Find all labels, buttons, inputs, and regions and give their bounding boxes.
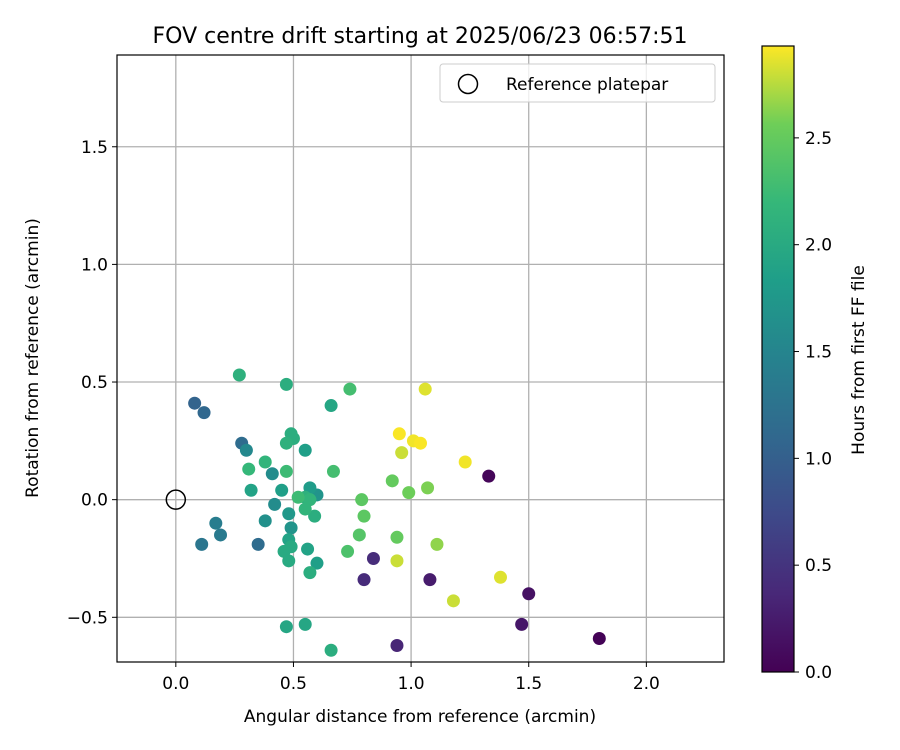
legend-marker-reference	[457, 73, 479, 95]
y-tick-label: 0.5	[81, 373, 108, 393]
data-point	[458, 455, 472, 469]
data-point	[308, 509, 322, 523]
x-tick-label: 0.5	[280, 674, 307, 694]
data-point	[493, 570, 507, 584]
data-point	[279, 620, 293, 634]
y-axis-ticks: −0.5 0.0 0.5 1.0 1.5	[67, 138, 117, 628]
data-point	[390, 554, 404, 568]
data-point	[279, 464, 293, 478]
data-point	[258, 455, 272, 469]
colorbar-label: Hours from first FF file	[849, 265, 869, 455]
data-point	[390, 530, 404, 544]
data-point	[242, 462, 256, 476]
data-point	[522, 587, 536, 601]
data-point	[414, 436, 427, 450]
colorbar-tick-label: 1.0	[805, 449, 832, 469]
data-point	[303, 566, 317, 580]
data-point	[239, 443, 253, 457]
data-point	[214, 528, 228, 542]
data-point	[188, 396, 202, 410]
data-points	[188, 368, 606, 657]
data-point	[366, 551, 380, 565]
colorbar-gradient	[761, 45, 795, 673]
data-point	[291, 490, 305, 504]
data-point	[390, 639, 404, 653]
data-point	[282, 554, 296, 568]
data-point	[258, 514, 272, 528]
colorbar-tick-label: 0.5	[805, 556, 832, 576]
data-point	[209, 516, 223, 530]
colorbar-tick-label: 1.5	[805, 343, 832, 363]
data-point	[195, 537, 209, 551]
reference-layer	[165, 489, 187, 510]
data-point	[298, 617, 312, 631]
data-point	[592, 631, 606, 645]
data-point	[279, 436, 293, 450]
data-point	[324, 643, 338, 657]
colorbar: 0.0 0.5 1.0 1.5 2.0 2.5 Hours from first FF f…	[761, 45, 869, 683]
data-point	[279, 377, 293, 391]
data-point	[244, 483, 258, 497]
data-point	[282, 507, 296, 521]
data-point	[395, 446, 409, 460]
data-point	[251, 537, 265, 551]
data-point	[357, 573, 371, 587]
data-point	[298, 502, 312, 516]
legend-label-reference: Reference platepar	[506, 75, 668, 95]
legend: Reference platepar	[439, 63, 716, 103]
x-axis-ticks: 0.0 0.5 1.0 1.5 2.0	[162, 662, 660, 694]
plot-area: 0.0 0.5 1.0 1.5 2.0 −0.5 0.0 0.5 1.0 1.5	[67, 54, 725, 694]
data-point	[421, 481, 435, 495]
data-point	[298, 443, 312, 457]
plot-frame	[116, 54, 725, 663]
x-tick-label: 1.5	[515, 674, 542, 694]
data-point	[284, 521, 298, 535]
y-tick-label: 0.0	[81, 491, 108, 511]
legend-box	[439, 63, 716, 103]
y-tick-label: −0.5	[67, 608, 108, 628]
data-point	[343, 382, 357, 396]
data-point	[265, 467, 279, 481]
data-point	[341, 544, 355, 558]
y-tick-label: 1.5	[81, 138, 108, 158]
data-point	[355, 493, 369, 507]
data-point	[430, 537, 444, 551]
y-tick-label: 1.0	[81, 255, 108, 275]
colorbar-tick-label: 2.5	[805, 129, 832, 149]
data-point	[326, 464, 340, 478]
data-point	[275, 483, 289, 497]
x-tick-label: 0.0	[162, 674, 189, 694]
data-point	[423, 573, 437, 587]
plot-background	[117, 55, 724, 662]
data-point	[357, 509, 371, 523]
data-point	[446, 594, 460, 608]
data-point	[268, 497, 282, 511]
x-axis-label: Angular distance from reference (arcmin)	[244, 707, 596, 727]
x-tick-label: 1.0	[398, 674, 425, 694]
data-point	[197, 406, 211, 420]
y-axis-label: Rotation from reference (arcmin)	[23, 218, 43, 498]
data-point	[385, 474, 399, 488]
grid-lines	[117, 55, 724, 662]
chart-title: FOV centre drift starting at 2025/06/23 …	[153, 24, 688, 49]
x-tick-label: 2.0	[633, 674, 660, 694]
data-point	[301, 542, 315, 556]
data-point	[310, 556, 324, 570]
data-point	[418, 382, 432, 396]
data-point	[232, 368, 246, 382]
data-point	[482, 469, 496, 483]
colorbar-ticks: 0.0 0.5 1.0 1.5 2.0 2.5	[794, 129, 832, 683]
data-point	[515, 617, 529, 631]
colorbar-tick-label: 0.0	[805, 663, 832, 683]
data-point	[324, 399, 338, 413]
data-point	[352, 528, 366, 542]
data-point	[392, 427, 406, 441]
colorbar-tick-label: 2.0	[805, 236, 832, 256]
data-point	[402, 486, 416, 500]
reference-platepar-marker	[165, 489, 187, 510]
